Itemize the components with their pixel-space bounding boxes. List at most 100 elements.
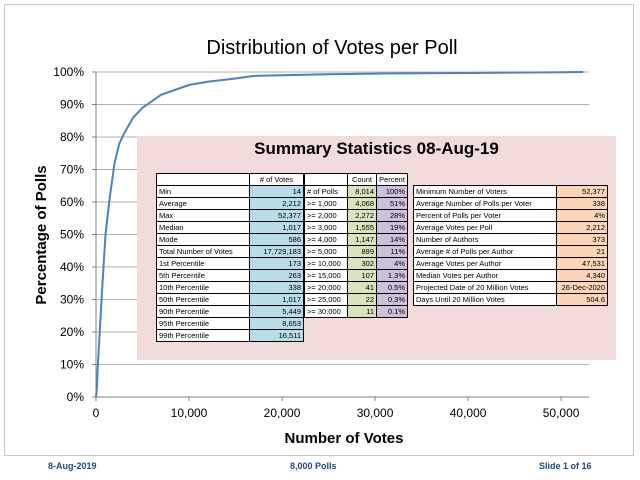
y-tick-label: 70% [60, 163, 84, 177]
stat-label: 1st Percentile [156, 257, 250, 270]
author-stat-value: 52,377 [556, 185, 608, 198]
y-tick-label: 50% [60, 228, 84, 242]
bucket-count: 22 [347, 293, 377, 306]
stat-label: 95th Percentile [156, 317, 250, 330]
bucket-label: >= 2,000 [304, 209, 348, 222]
author-stat-label: Average Votes per Poll [413, 221, 557, 234]
bucket-label: >= 30,000 [304, 305, 348, 318]
author-stat-value: 504.6 [556, 293, 608, 306]
author-stat-value: 26-Dec-2020 [556, 281, 608, 294]
stats-header: # of Votes [249, 173, 304, 186]
y-tick-label: 40% [60, 260, 84, 274]
author-stat-label: Number of Authors [413, 233, 557, 246]
y-tick-label: 100% [53, 65, 84, 79]
bucket-percent: 19% [376, 221, 408, 234]
stat-label: Mode [156, 233, 250, 246]
stat-label: Total Number of Votes [156, 245, 250, 258]
author-stat-label: Days Until 20 Million Votes [413, 293, 557, 306]
author-stat-label: Percent of Polls per Voter [413, 209, 557, 222]
author-stat-value: 47,531 [556, 257, 608, 270]
bucket-label: >= 15,000 [304, 269, 348, 282]
vote-stats-table: # of Votes Min 14 Average 2,212 Max 52,377 Med… [156, 173, 304, 342]
bucket-count: 8,014 [347, 185, 377, 198]
stat-value: 8,653 [249, 317, 304, 330]
summary-title: Summary Statistics 08-Aug-19 [254, 139, 499, 158]
author-stat-label: Median Votes per Author [413, 269, 557, 282]
author-stat-label: Average Votes per Author [413, 257, 557, 270]
stat-label: 5th Percentile [156, 269, 250, 282]
author-stat-value: 21 [556, 245, 608, 258]
author-stats-table: Minimum Number of Voters 52,377 Average Nu… [413, 185, 608, 306]
stat-value: 338 [249, 281, 304, 294]
stat-value: 17,729,183 [249, 245, 304, 258]
bucket-count: 107 [347, 269, 377, 282]
bucket-label: >= 20,000 [304, 281, 348, 294]
bucket-count: 899 [347, 245, 377, 258]
bucket-percent: 4% [376, 257, 408, 270]
percent-header: Percent [376, 173, 408, 186]
cumulative-distribution-line [95, 71, 584, 398]
bucket-count: 2,272 [347, 209, 377, 222]
stat-value: 263 [249, 269, 304, 282]
bucket-label: >= 1,000 [304, 197, 348, 210]
chart-title: Distribution of Votes per Poll [206, 37, 457, 59]
bucket-label: >= 4,000 [304, 233, 348, 246]
footer-slide-number: Slide 1 of 16 [539, 461, 592, 471]
stat-label: Max [156, 209, 250, 222]
bucket-percent: 100% [376, 185, 408, 198]
author-stat-value: 373 [556, 233, 608, 246]
bucket-count: 1,147 [347, 233, 377, 246]
stat-value: 1,017 [249, 293, 304, 306]
bucket-percent: 0.5% [376, 281, 408, 294]
bucket-count: 11 [347, 305, 377, 318]
bucket-count: 4,068 [347, 197, 377, 210]
stat-label: Median [156, 221, 250, 234]
stat-label: 10th Percentile [156, 281, 250, 294]
bucket-percent: 0.1% [376, 305, 408, 318]
x-tick-label: 0 [93, 406, 100, 420]
bucket-header-blank [304, 173, 348, 186]
stat-label: 99th Percentile [156, 329, 250, 342]
stat-label: 90th Percentile [156, 305, 250, 318]
bucket-percent: 28% [376, 209, 408, 222]
bucket-percent: 0.3% [376, 293, 408, 306]
poll-count-table: Count Percent # of Polls 8,014 100% >= 1,00… [304, 173, 408, 318]
bucket-count: 302 [347, 257, 377, 270]
bucket-percent: 1.3% [376, 269, 408, 282]
slide-footer: 8-Aug-2019 8,000 Polls Slide 1 of 16 [0, 458, 640, 474]
summary-statistics-panel: Summary Statistics 08-Aug-19 # of Votes … [137, 136, 616, 360]
x-axis-title: Number of Votes [285, 430, 404, 447]
y-tick-label: 20% [60, 325, 84, 339]
y-axis-title: Percentage of Polls [33, 165, 50, 304]
stats-header-blank [156, 173, 250, 186]
count-header: Count [347, 173, 377, 186]
y-tick-label: 60% [60, 195, 84, 209]
stat-value: 5,449 [249, 305, 304, 318]
bucket-label: >= 3,000 [304, 221, 348, 234]
stat-label: 50th Percentile [156, 293, 250, 306]
stat-label: Average [156, 197, 250, 210]
y-tick-label: 90% [60, 98, 84, 112]
bucket-count: 1,555 [347, 221, 377, 234]
author-stat-label: Average # of Polls per Author [413, 245, 557, 258]
y-tick-label: 0% [67, 390, 85, 404]
bucket-label: >= 5,000 [304, 245, 348, 258]
x-tick-label: 50,000 [543, 406, 580, 420]
stat-value: 16,511 [249, 329, 304, 342]
bucket-percent: 51% [376, 197, 408, 210]
stat-value: 173 [249, 257, 304, 270]
y-tick-label: 10% [60, 358, 84, 372]
stat-value: 1,017 [249, 221, 304, 234]
author-stat-value: 2,212 [556, 221, 608, 234]
author-stat-label: Projected Date of 20 Million Votes [413, 281, 557, 294]
bucket-label: >= 10,000 [304, 257, 348, 270]
stat-label: Min [156, 185, 250, 198]
x-tick-label: 40,000 [450, 406, 487, 420]
bucket-label: >= 25,000 [304, 293, 348, 306]
footer-date: 8-Aug-2019 [48, 461, 97, 471]
stat-value: 52,377 [249, 209, 304, 222]
x-tick-label: 30,000 [357, 406, 394, 420]
bucket-percent: 11% [376, 245, 408, 258]
bucket-label: # of Polls [304, 185, 348, 198]
stat-value: 586 [249, 233, 304, 246]
